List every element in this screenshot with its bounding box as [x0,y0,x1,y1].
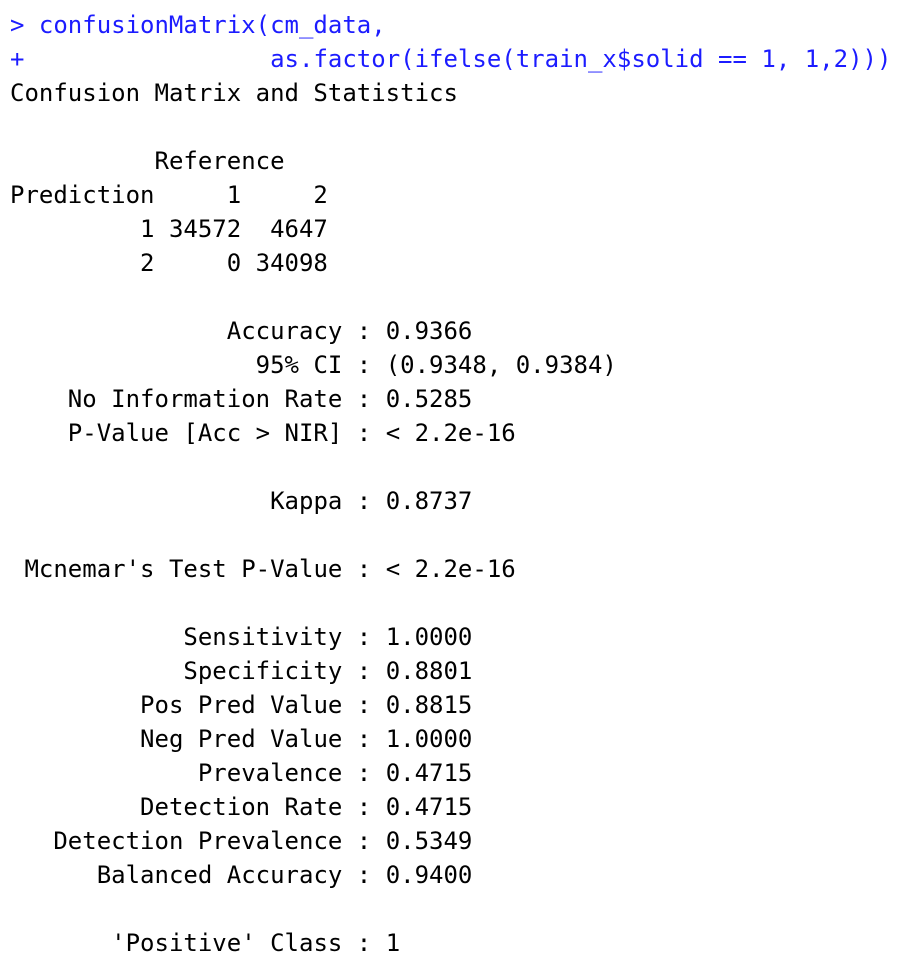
stat-label: Accuracy [226,317,343,345]
stat-label: 'Positive' Class [111,929,343,957]
row-label: 1 [140,215,155,243]
stat-label: Sensitivity [183,623,343,651]
row-label: 2 [140,249,155,277]
separator: : [356,351,372,379]
stat-label: P-Value [Acc > NIR] [67,419,343,447]
matrix-cell: 34572 [168,215,242,243]
stat-value: 0.8815 [385,691,473,719]
separator: : [356,317,372,345]
separator: : [356,793,372,821]
stat-label: Prevalence [197,759,343,787]
stat-value: 0.8737 [385,487,473,515]
command-code: confusionMatrix(cm_data, [38,11,386,39]
stat-value: < 2.2e-16 [385,419,516,447]
separator: : [356,487,372,515]
output-title: Confusion Matrix and Statistics [10,79,458,107]
stat-label: Specificity [183,657,343,685]
stat-value: 1 [385,929,401,957]
separator: : [356,623,372,651]
matrix-cell: 0 [226,249,242,277]
stat-label: Kappa [270,487,343,515]
separator: : [356,929,372,957]
separator: : [356,385,372,413]
prediction-header: Prediction [10,181,155,209]
separator: : [356,657,372,685]
separator: : [356,861,372,889]
matrix-cell: 4647 [270,215,328,243]
separator: : [356,419,372,447]
stat-value: 0.5349 [385,827,473,855]
stat-value: 0.8801 [385,657,473,685]
stat-value: 0.4715 [385,793,473,821]
stat-label: Detection Rate [140,793,343,821]
separator: : [356,827,372,855]
reference-header: Reference [154,147,285,175]
stat-value: 1.0000 [385,725,473,753]
stat-value: 0.9400 [385,861,473,889]
separator: : [356,691,372,719]
stat-label: No Information Rate [67,385,343,413]
stat-label: Pos Pred Value [140,691,343,719]
stat-value: (0.9348, 0.9384) [385,351,617,379]
prompt: + [10,45,25,73]
stat-value: 0.4715 [385,759,473,787]
command-code: as.factor(ifelse(train_x$solid == 1, 1,2… [270,45,892,73]
stat-value: < 2.2e-16 [385,555,516,583]
separator: : [356,725,372,753]
separator: : [356,555,372,583]
stat-value: 0.9366 [385,317,473,345]
stat-label: Neg Pred Value [140,725,343,753]
prompt: > [10,11,25,39]
stat-value: 1.0000 [385,623,473,651]
stat-label: Mcnemar's Test P-Value [24,555,343,583]
separator: : [356,759,372,787]
column-label: 2 [313,181,328,209]
stat-value: 0.5285 [385,385,473,413]
column-label: 1 [226,181,242,209]
matrix-cell: 34098 [255,249,328,277]
stat-label: Balanced Accuracy [96,861,343,889]
stat-label: Detection Prevalence [53,827,343,855]
stat-label: 95% CI [255,351,343,379]
